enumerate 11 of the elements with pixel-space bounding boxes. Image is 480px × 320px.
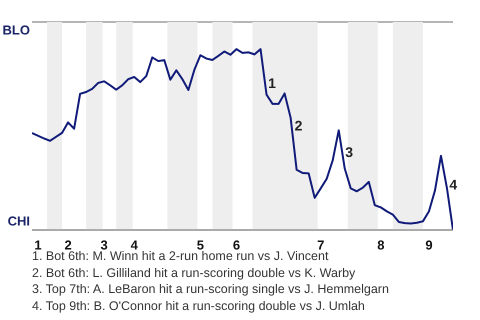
text: BLO	[2, 22, 30, 38]
text: 2. Bot 6th: L. Gilliland hit a run-scoring double vs K. Warby	[32, 264, 356, 281]
annotation: 2	[294, 118, 303, 134]
annotation: 4	[449, 176, 458, 193]
text: CHI	[8, 214, 30, 228]
x-tick-label: 9	[425, 238, 433, 253]
x-tick-label: 8	[377, 238, 384, 253]
annotation: 1	[268, 74, 276, 91]
text: 4. Top 9th: B. O'Connor hit a run-scoring double vs J. Umlah	[32, 298, 366, 314]
annotation: 3	[345, 144, 354, 160]
text: 3. Top 7th: A. LeBaron hit a run-scoring single vs J. Hemmelgarn	[32, 281, 390, 298]
